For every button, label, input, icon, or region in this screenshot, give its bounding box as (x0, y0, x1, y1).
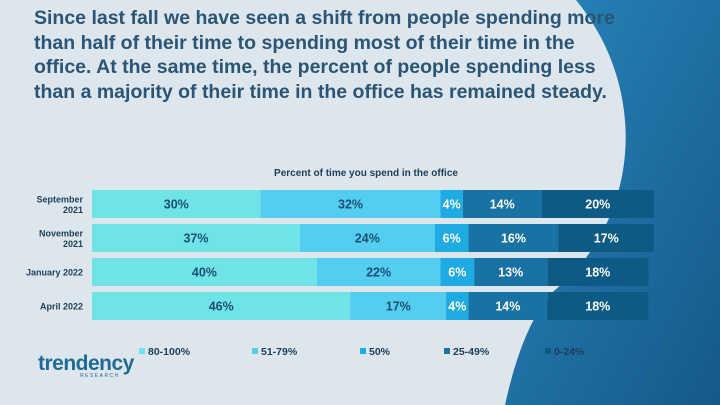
bar-segment (434, 224, 469, 252)
chart-title: Percent of time you spend in the office (274, 168, 458, 179)
category-label: September (36, 194, 83, 204)
data-label: 14% (490, 198, 515, 212)
bar-segment (440, 190, 463, 218)
data-label: 30% (164, 198, 189, 212)
data-label: 6% (448, 266, 466, 280)
category-label: January 2022 (26, 268, 83, 278)
brand-logo: trendency (38, 352, 134, 375)
bar-segment (260, 190, 441, 218)
bar-segment (316, 258, 441, 286)
bar-segment (462, 190, 542, 218)
data-label: 37% (183, 232, 208, 246)
bar-segment (350, 292, 447, 320)
legend-swatch (545, 348, 551, 354)
data-label: 18% (585, 300, 610, 314)
bar-segment (547, 258, 649, 286)
bar-segment (541, 190, 654, 218)
data-label: 46% (209, 300, 234, 314)
bar-segment (440, 258, 475, 286)
category-label: April 2022 (40, 302, 83, 312)
data-label: 6% (443, 232, 461, 246)
data-label: 18% (585, 266, 610, 280)
category-label: 2021 (63, 239, 83, 249)
bar-segment (92, 224, 300, 252)
legend-label: 80-100% (148, 346, 191, 358)
legend-swatch (360, 348, 366, 354)
data-label: 17% (594, 232, 619, 246)
bar-segment (92, 190, 261, 218)
bar-segment (558, 224, 654, 252)
data-label: 4% (448, 300, 466, 314)
data-label: 32% (338, 198, 363, 212)
data-label: 16% (501, 232, 526, 246)
legend-label: 50% (369, 346, 391, 358)
bar-segment (468, 224, 559, 252)
data-label: 13% (498, 266, 523, 280)
legend-label: 25-49% (453, 346, 490, 358)
data-label: 17% (386, 300, 411, 314)
data-label: 4% (443, 198, 461, 212)
data-label: 24% (355, 232, 380, 246)
legend-swatch (444, 348, 450, 354)
bar-segment (92, 292, 351, 320)
bar-segment (299, 224, 435, 252)
data-label: 40% (192, 266, 217, 280)
legend-label: 51-79% (261, 346, 298, 358)
data-label: 22% (366, 266, 391, 280)
bar-segment (474, 258, 548, 286)
legend-swatch (139, 348, 145, 354)
legend-label: 0-24% (554, 346, 585, 358)
headline: Since last fall we have seen a shift fro… (34, 7, 615, 103)
data-label: 14% (495, 300, 520, 314)
category-label: November (39, 228, 84, 238)
data-label: 20% (585, 198, 610, 212)
brand-logo-sub: RESEARCH (80, 373, 120, 379)
bar-segment (446, 292, 469, 320)
category-label: 2021 (63, 205, 83, 215)
bar-segment (547, 292, 649, 320)
bar-segment (92, 258, 317, 286)
bar-segment (468, 292, 548, 320)
legend-swatch (252, 348, 258, 354)
